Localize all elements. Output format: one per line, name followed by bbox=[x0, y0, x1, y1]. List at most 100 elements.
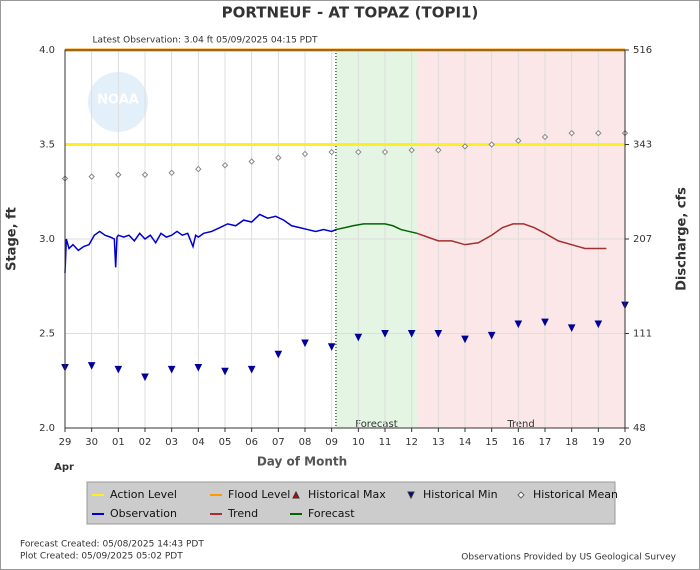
x-tick-label: 13 bbox=[432, 437, 445, 448]
marker bbox=[568, 129, 575, 137]
marker bbox=[167, 365, 176, 374]
legend-swatch bbox=[292, 490, 300, 499]
y-tick-label: 3.0 bbox=[39, 234, 55, 245]
marker bbox=[221, 162, 229, 169]
legend-label: Action Level bbox=[110, 488, 177, 501]
legend-label: Observation bbox=[110, 507, 177, 520]
marker bbox=[408, 146, 415, 154]
x-tick-label: 02 bbox=[139, 437, 152, 448]
marker bbox=[488, 141, 495, 148]
legend-label: Forecast bbox=[308, 507, 355, 520]
x-tick-label: 19 bbox=[592, 437, 605, 448]
marker bbox=[168, 169, 175, 177]
marker bbox=[567, 324, 576, 332]
chart-title: PORTNEUF - AT TOPAZ (TOPI1) bbox=[222, 4, 479, 22]
x-tick-label: 30 bbox=[85, 437, 98, 448]
marker bbox=[248, 158, 255, 165]
x-tick-label: 04 bbox=[192, 437, 205, 448]
marker bbox=[141, 171, 149, 178]
x-tick-label: 18 bbox=[565, 437, 578, 448]
region-label: Forecast bbox=[355, 419, 397, 430]
series-line bbox=[416, 223, 607, 250]
x-sublabel: Apr bbox=[54, 462, 74, 473]
y2-tick-label: 516 bbox=[633, 45, 652, 56]
marker bbox=[434, 330, 443, 338]
marker bbox=[355, 148, 362, 156]
x-tick-label: 07 bbox=[272, 437, 285, 448]
region-label: Trend bbox=[506, 419, 534, 430]
footer: Forecast Created: 05/08/2025 14:43 PDT bbox=[20, 540, 204, 550]
x-tick-label: 10 bbox=[352, 437, 365, 448]
subtitle: Latest Observation: 3.04 ft 05/09/2025 0… bbox=[92, 36, 318, 46]
x-tick-label: 16 bbox=[512, 437, 525, 448]
marker bbox=[301, 150, 309, 158]
y-tick-label: 2.5 bbox=[39, 329, 55, 340]
marker bbox=[461, 335, 469, 344]
y-tick-label: 3.5 bbox=[39, 140, 55, 151]
marker bbox=[301, 339, 309, 348]
marker bbox=[194, 364, 203, 372]
footer: Observations Provided by US Geological S… bbox=[461, 553, 676, 563]
y-tick-label: 4.0 bbox=[39, 45, 55, 56]
y2-axis-label: Discharge, cfs bbox=[675, 187, 690, 291]
x-tick-label: 12 bbox=[405, 437, 418, 448]
legend-label: Historical Min bbox=[423, 488, 498, 501]
marker bbox=[515, 137, 522, 144]
legend-swatch bbox=[517, 491, 525, 499]
y2-tick-label: 207 bbox=[633, 234, 652, 245]
x-tick-label: 06 bbox=[245, 437, 258, 448]
x-tick-label: 20 bbox=[619, 437, 632, 448]
marker bbox=[221, 367, 229, 376]
marker bbox=[328, 148, 335, 156]
x-tick-label: 14 bbox=[459, 437, 472, 448]
legend-label: Trend bbox=[227, 507, 258, 520]
marker bbox=[274, 350, 283, 359]
legend-box bbox=[86, 481, 616, 525]
marker bbox=[541, 133, 549, 141]
marker bbox=[381, 330, 389, 338]
legend-label: Historical Max bbox=[308, 488, 386, 501]
marker bbox=[514, 320, 523, 329]
series-line bbox=[64, 213, 337, 274]
plot-frame bbox=[64, 49, 626, 429]
marker bbox=[275, 154, 282, 161]
marker bbox=[487, 331, 496, 340]
legend-swatch bbox=[407, 491, 415, 500]
x-tick-label: 11 bbox=[379, 437, 392, 448]
marker bbox=[87, 362, 96, 370]
series-line bbox=[335, 223, 418, 235]
marker bbox=[195, 165, 202, 173]
marker bbox=[141, 373, 149, 382]
x-tick-label: 01 bbox=[112, 437, 125, 448]
marker bbox=[247, 365, 256, 374]
x-tick-label: 08 bbox=[299, 437, 312, 448]
marker bbox=[381, 148, 389, 156]
marker bbox=[354, 333, 363, 342]
marker bbox=[88, 173, 95, 180]
y2-tick-label: 48 bbox=[633, 423, 646, 434]
marker bbox=[461, 143, 469, 150]
x-tick-label: 09 bbox=[325, 437, 338, 448]
marker bbox=[594, 320, 603, 329]
x-tick-label: 15 bbox=[485, 437, 498, 448]
marker bbox=[115, 171, 122, 178]
marker bbox=[327, 343, 336, 351]
legend-label: Historical Mean bbox=[533, 488, 618, 501]
x-tick-label: 03 bbox=[165, 437, 178, 448]
legend-label: Flood Level bbox=[228, 488, 290, 501]
y2-tick-label: 111 bbox=[633, 329, 652, 340]
x-axis-label: Day of Month bbox=[257, 455, 347, 469]
y2-tick-label: 343 bbox=[633, 140, 652, 151]
marker bbox=[407, 330, 416, 338]
marker bbox=[114, 365, 123, 374]
y-tick-label: 2.0 bbox=[39, 423, 55, 434]
footer: Plot Created: 05/09/2025 05:02 PDT bbox=[20, 552, 183, 562]
marker bbox=[595, 129, 602, 137]
marker bbox=[435, 146, 442, 154]
x-tick-label: 17 bbox=[539, 437, 552, 448]
x-tick-label: 05 bbox=[219, 437, 232, 448]
y-axis-label: Stage, ft bbox=[5, 207, 20, 271]
x-tick-label: 29 bbox=[59, 437, 72, 448]
marker bbox=[541, 318, 549, 327]
